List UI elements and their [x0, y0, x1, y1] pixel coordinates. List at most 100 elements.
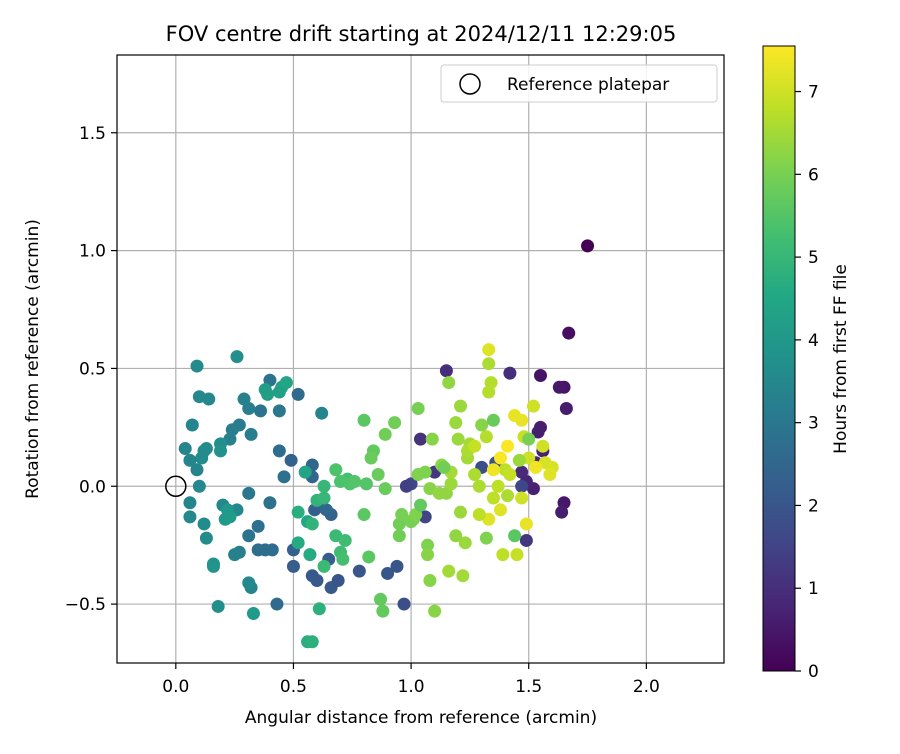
- data-point: [244, 427, 258, 441]
- data-point: [411, 401, 425, 415]
- data-point: [475, 418, 489, 432]
- data-point: [468, 439, 482, 453]
- data-point: [279, 376, 293, 390]
- data-point: [503, 366, 517, 380]
- data-point: [183, 496, 197, 510]
- data-point: [479, 430, 493, 444]
- data-point: [315, 406, 329, 420]
- colorbar-tick-label: 7: [808, 83, 819, 103]
- data-point: [199, 531, 213, 545]
- data-point: [381, 566, 395, 580]
- data-point: [496, 548, 510, 562]
- colorbar-tick-label: 6: [808, 165, 819, 185]
- reference-marker: [165, 475, 187, 498]
- colorbar-tick-label: 4: [808, 331, 819, 351]
- data-point: [246, 607, 260, 621]
- data-point: [472, 508, 486, 522]
- data-point: [388, 416, 402, 430]
- data-point: [437, 460, 451, 474]
- data-point: [331, 574, 345, 588]
- y-tick-label: −0.5: [65, 595, 106, 615]
- data-point: [414, 498, 427, 512]
- data-point: [449, 529, 463, 543]
- data-point: [449, 416, 463, 430]
- data-point: [362, 550, 376, 564]
- data-point: [512, 453, 526, 467]
- data-point: [442, 376, 456, 390]
- data-point: [242, 529, 256, 543]
- data-point: [357, 508, 371, 522]
- data-points: [178, 239, 595, 649]
- data-point: [228, 548, 242, 562]
- data-point: [559, 401, 573, 415]
- data-point: [211, 599, 225, 613]
- data-point: [357, 413, 371, 427]
- data-point: [519, 533, 533, 547]
- data-point: [185, 418, 199, 432]
- data-point: [284, 453, 298, 467]
- x-tick-label: 0.0: [162, 677, 189, 697]
- data-point: [503, 467, 517, 481]
- data-point: [254, 404, 268, 418]
- reference-platepar-marker: [165, 475, 187, 498]
- data-point: [501, 439, 515, 453]
- legend-label: Reference platepar: [507, 75, 669, 95]
- data-point: [378, 482, 392, 496]
- data-point: [472, 479, 486, 493]
- data-point: [392, 529, 406, 543]
- data-point: [291, 536, 305, 550]
- data-point: [277, 470, 291, 484]
- data-point: [305, 635, 319, 649]
- data-point: [482, 385, 496, 399]
- data-point: [397, 597, 411, 611]
- data-point: [178, 442, 192, 456]
- y-tick-label: 1.0: [79, 242, 106, 262]
- data-point: [376, 604, 390, 618]
- data-point: [395, 508, 409, 522]
- data-point: [270, 597, 284, 611]
- data-point: [317, 559, 331, 573]
- y-axis-label: Rotation from reference (arcmin): [23, 219, 43, 499]
- legend-marker-open-circle: [459, 73, 481, 95]
- data-point: [202, 392, 216, 406]
- colorbar-tick-label: 1: [808, 579, 819, 599]
- data-point: [319, 503, 333, 517]
- data-point: [263, 496, 277, 510]
- y-tick-label: 1.5: [79, 124, 106, 144]
- y-tick-label: 0.0: [79, 477, 106, 497]
- data-point: [508, 529, 522, 543]
- data-point: [390, 559, 404, 573]
- data-point: [425, 432, 439, 446]
- data-point: [418, 465, 432, 479]
- data-point: [493, 503, 507, 517]
- data-point: [486, 463, 500, 477]
- x-tick-label: 1.0: [398, 677, 425, 697]
- data-point: [374, 592, 388, 606]
- data-point: [303, 548, 317, 562]
- data-point: [428, 604, 442, 618]
- data-point: [468, 467, 482, 481]
- colorbar-tick-label: 3: [808, 414, 819, 434]
- data-point: [453, 399, 467, 413]
- colorbar: 0 1 2 3 4 5 6 7 Hours from first FF file: [762, 45, 851, 682]
- x-tick-label: 2.0: [633, 677, 660, 697]
- data-point: [515, 479, 529, 493]
- data-point: [286, 559, 300, 573]
- data-point: [298, 465, 312, 479]
- data-point: [442, 564, 456, 578]
- data-point: [364, 451, 378, 465]
- data-point: [312, 602, 326, 616]
- data-point: [258, 383, 272, 397]
- data-point: [414, 432, 427, 446]
- colorbar-gradient: [762, 45, 796, 672]
- data-point: [399, 479, 413, 493]
- data-point: [458, 536, 472, 550]
- data-point: [359, 477, 373, 491]
- data-point: [291, 505, 305, 519]
- data-point: [482, 357, 496, 371]
- x-tick-label: 1.5: [515, 677, 542, 697]
- data-point: [192, 479, 206, 493]
- data-point: [272, 404, 286, 418]
- data-point: [562, 326, 576, 340]
- data-point: [526, 399, 540, 413]
